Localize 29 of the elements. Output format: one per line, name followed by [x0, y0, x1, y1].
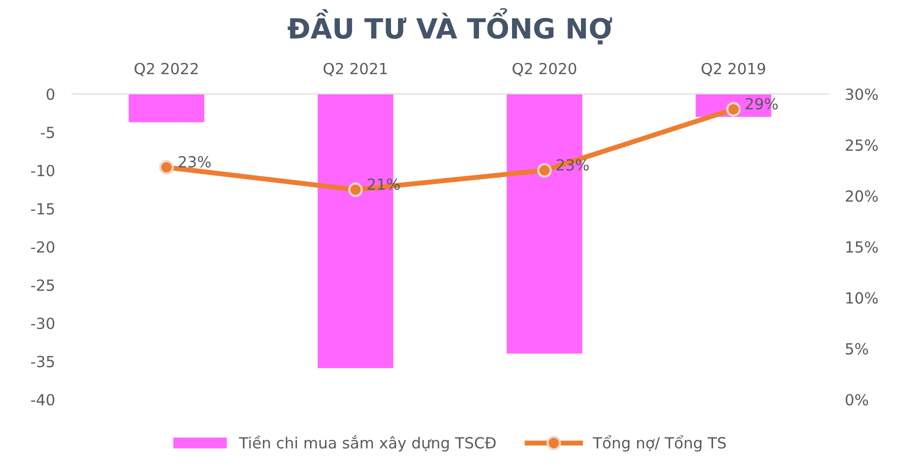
y-tick-label: -20 [31, 241, 54, 253]
y-tick-label: -35 [31, 356, 54, 368]
x-tick-label: Q2 2021 [324, 62, 387, 76]
chart-title: ĐẦU TƯ VÀ TỔNG NỢ [288, 8, 612, 44]
y2-tick-label: 0% [846, 394, 868, 406]
x-tick-label: Q2 2020 [512, 62, 576, 76]
y2-tick-label: 10% [846, 292, 878, 304]
y2-tick-label: 15% [846, 241, 878, 253]
point [537, 163, 552, 178]
y2-tick-label: 25% [846, 139, 878, 151]
y-tick-label: -30 [31, 318, 54, 330]
y2-tick-label: 5% [846, 343, 868, 355]
point [726, 102, 741, 117]
data-label: 23% [178, 156, 211, 168]
point [159, 160, 174, 175]
data-label: 23% [556, 159, 589, 171]
y2-tick-label: 20% [846, 190, 878, 202]
y-tick-label: 0 [46, 88, 54, 100]
y-tick-label: -25 [31, 279, 54, 291]
y-tick-label: -5 [40, 126, 54, 138]
x-tick-label: Q2 2019 [702, 62, 766, 76]
y2-tick-label: 30% [846, 88, 878, 100]
y-tick-label: -15 [31, 203, 54, 215]
legend-label: Tiền chi mua sắm xây dựng TSCĐ [238, 435, 496, 452]
x-tick-label: Q2 2022 [134, 62, 198, 76]
y-tick-label: -10 [31, 164, 54, 176]
point [348, 182, 363, 198]
y-tick-label: -40 [31, 394, 54, 406]
legend-label: Tổng nợ/ Tổng TS [592, 435, 726, 452]
